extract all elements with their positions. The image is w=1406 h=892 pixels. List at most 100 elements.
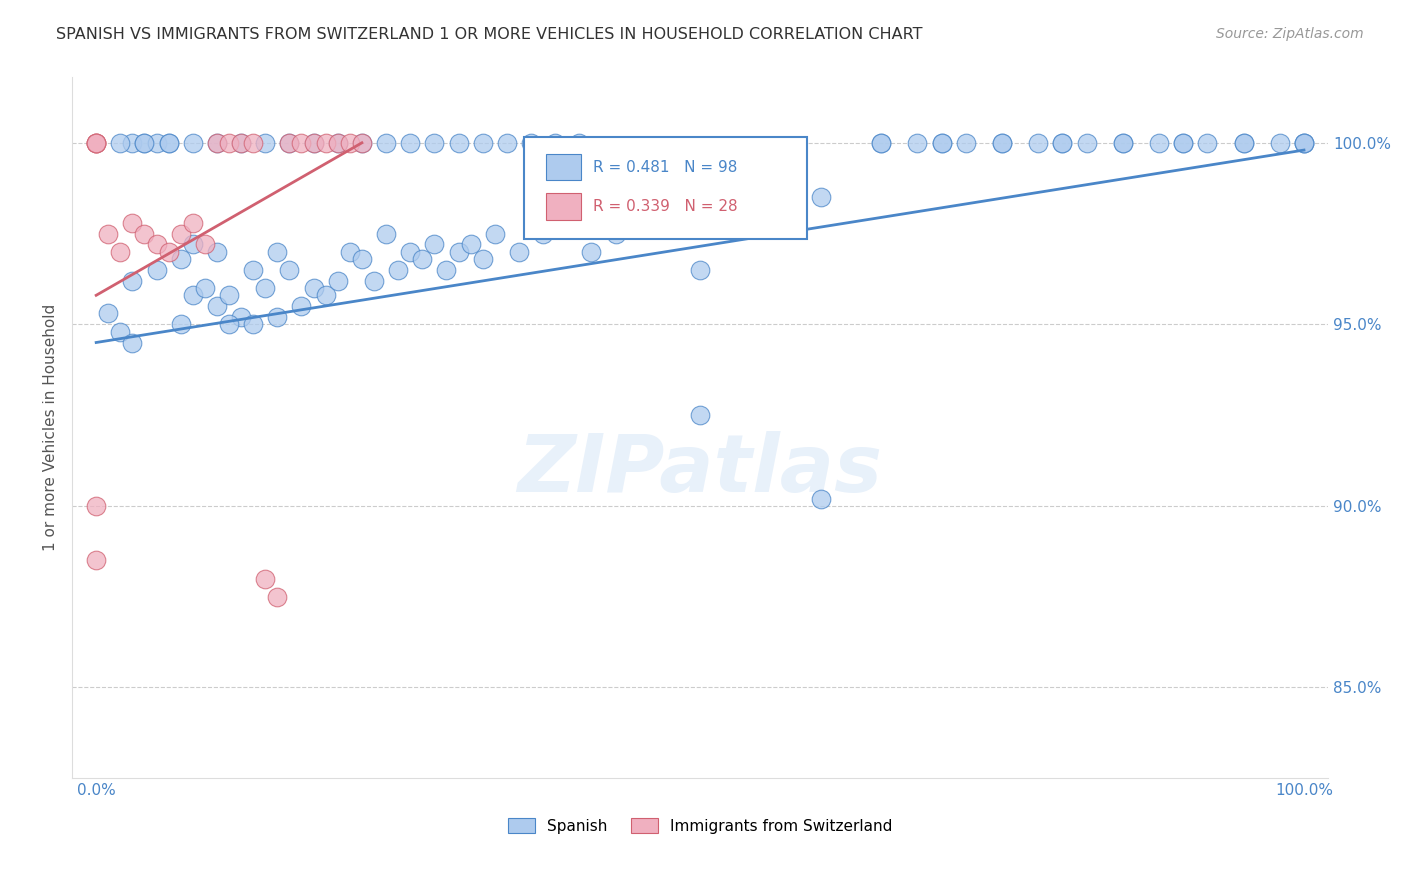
Point (242, 263, 264, 277)
Point (1268, 136, 1291, 150)
Point (544, 136, 567, 150)
Point (350, 136, 373, 150)
Point (134, 136, 156, 150)
Point (229, 136, 252, 150)
Point (350, 252, 373, 266)
Point (628, 209, 651, 223)
Point (1292, 136, 1315, 150)
Point (134, 227, 156, 241)
Point (157, 136, 180, 150)
Point (266, 244, 288, 259)
Point (326, 136, 349, 150)
Legend: Spanish, Immigrants from Switzerland: Spanish, Immigrants from Switzerland (508, 818, 893, 834)
Point (315, 136, 337, 150)
Point (350, 136, 373, 150)
Point (181, 288, 204, 302)
Point (436, 263, 458, 277)
Point (749, 190, 772, 204)
Point (97, 227, 120, 241)
Point (955, 136, 977, 150)
Point (145, 237, 167, 252)
Point (411, 252, 433, 266)
Point (339, 136, 361, 150)
Point (84, 136, 107, 150)
Text: Source: ZipAtlas.com: Source: ZipAtlas.com (1216, 27, 1364, 41)
Point (810, 190, 832, 204)
Point (555, 216, 578, 230)
Point (205, 136, 228, 150)
Point (145, 263, 167, 277)
Point (870, 136, 893, 150)
Point (181, 136, 204, 150)
FancyBboxPatch shape (524, 137, 807, 239)
Point (302, 281, 325, 295)
Point (1173, 136, 1195, 150)
Point (290, 136, 312, 150)
Point (931, 136, 953, 150)
Point (471, 136, 494, 150)
Point (194, 281, 217, 295)
Point (145, 136, 167, 150)
Point (290, 299, 312, 313)
Point (181, 216, 204, 230)
Point (84, 553, 107, 567)
Point (907, 136, 929, 150)
Point (991, 136, 1014, 150)
Point (278, 263, 301, 277)
Point (84, 136, 107, 150)
Point (931, 136, 953, 150)
Point (1197, 136, 1219, 150)
Point (991, 136, 1014, 150)
FancyBboxPatch shape (546, 193, 581, 219)
Point (205, 244, 228, 259)
Point (218, 288, 240, 302)
Point (254, 281, 277, 295)
Point (121, 136, 143, 150)
Point (423, 136, 446, 150)
Point (387, 263, 409, 277)
Point (1076, 136, 1098, 150)
Point (254, 136, 277, 150)
Text: SPANISH VS IMMIGRANTS FROM SWITZERLAND 1 OR MORE VEHICLES IN HOUSEHOLD CORRELATI: SPANISH VS IMMIGRANTS FROM SWITZERLAND 1… (56, 27, 922, 42)
Point (84, 136, 107, 150)
Point (170, 252, 193, 266)
Point (205, 299, 228, 313)
Point (110, 244, 132, 259)
Point (520, 136, 543, 150)
Point (266, 590, 288, 604)
Point (447, 244, 470, 259)
Point (229, 136, 252, 150)
Point (652, 201, 675, 215)
Point (254, 572, 277, 586)
Point (302, 136, 325, 150)
Point (242, 136, 264, 150)
Point (581, 244, 603, 259)
Point (1112, 136, 1135, 150)
Point (84, 136, 107, 150)
Point (205, 136, 228, 150)
Point (1026, 136, 1049, 150)
Point (84, 499, 107, 513)
Point (218, 136, 240, 150)
Point (97, 306, 120, 320)
Point (326, 274, 349, 288)
Point (375, 227, 398, 241)
Point (375, 136, 398, 150)
Text: ZIPatlas: ZIPatlas (517, 431, 883, 508)
Point (121, 216, 143, 230)
Point (1292, 136, 1315, 150)
Point (1292, 136, 1315, 150)
Point (266, 310, 288, 324)
Point (194, 237, 217, 252)
Point (508, 244, 530, 259)
Point (870, 136, 893, 150)
Point (605, 227, 627, 241)
Point (157, 136, 180, 150)
Point (1052, 136, 1074, 150)
Point (495, 136, 517, 150)
Point (1052, 136, 1074, 150)
Point (460, 237, 482, 252)
Text: R = 0.339   N = 28: R = 0.339 N = 28 (593, 199, 738, 214)
Point (531, 227, 554, 241)
Point (315, 288, 337, 302)
